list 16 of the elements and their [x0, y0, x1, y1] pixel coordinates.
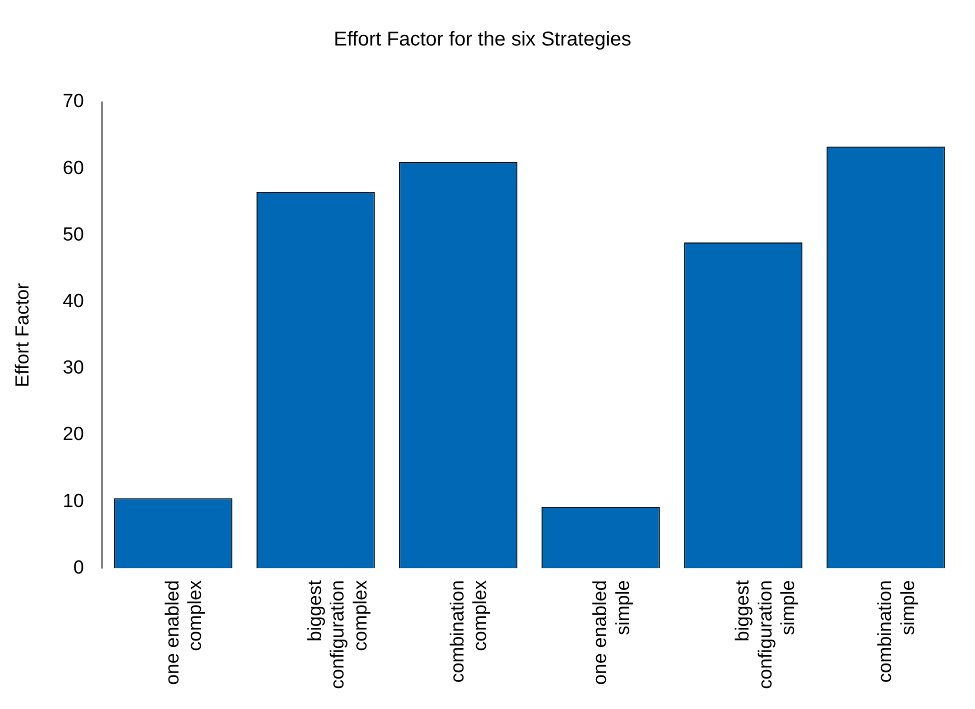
x-tick-label: one enabled complex	[162, 580, 206, 685]
x-tick-label: combination complex	[447, 580, 492, 683]
y-tick-label: 70	[62, 91, 84, 112]
y-tick-label: 0	[73, 557, 84, 578]
x-tick-label: biggest configuration simple	[732, 579, 800, 689]
y-tick-label: 60	[62, 158, 84, 179]
chart-title: Effort Factor for the six Strategies	[334, 28, 632, 51]
y-axis-title: Effort Factor	[12, 282, 34, 388]
x-tick-label: biggest configuration complex	[304, 579, 372, 689]
y-tick-label: 30	[62, 358, 84, 379]
y-tick-label: 20	[62, 424, 84, 446]
y-tick-label: 50	[62, 224, 84, 246]
y-tick-label: 10	[62, 490, 84, 512]
y-tick-label: 40	[62, 291, 84, 312]
x-tick-label: combination simple	[874, 580, 919, 683]
x-tick-label: one enabled simple	[590, 580, 634, 685]
